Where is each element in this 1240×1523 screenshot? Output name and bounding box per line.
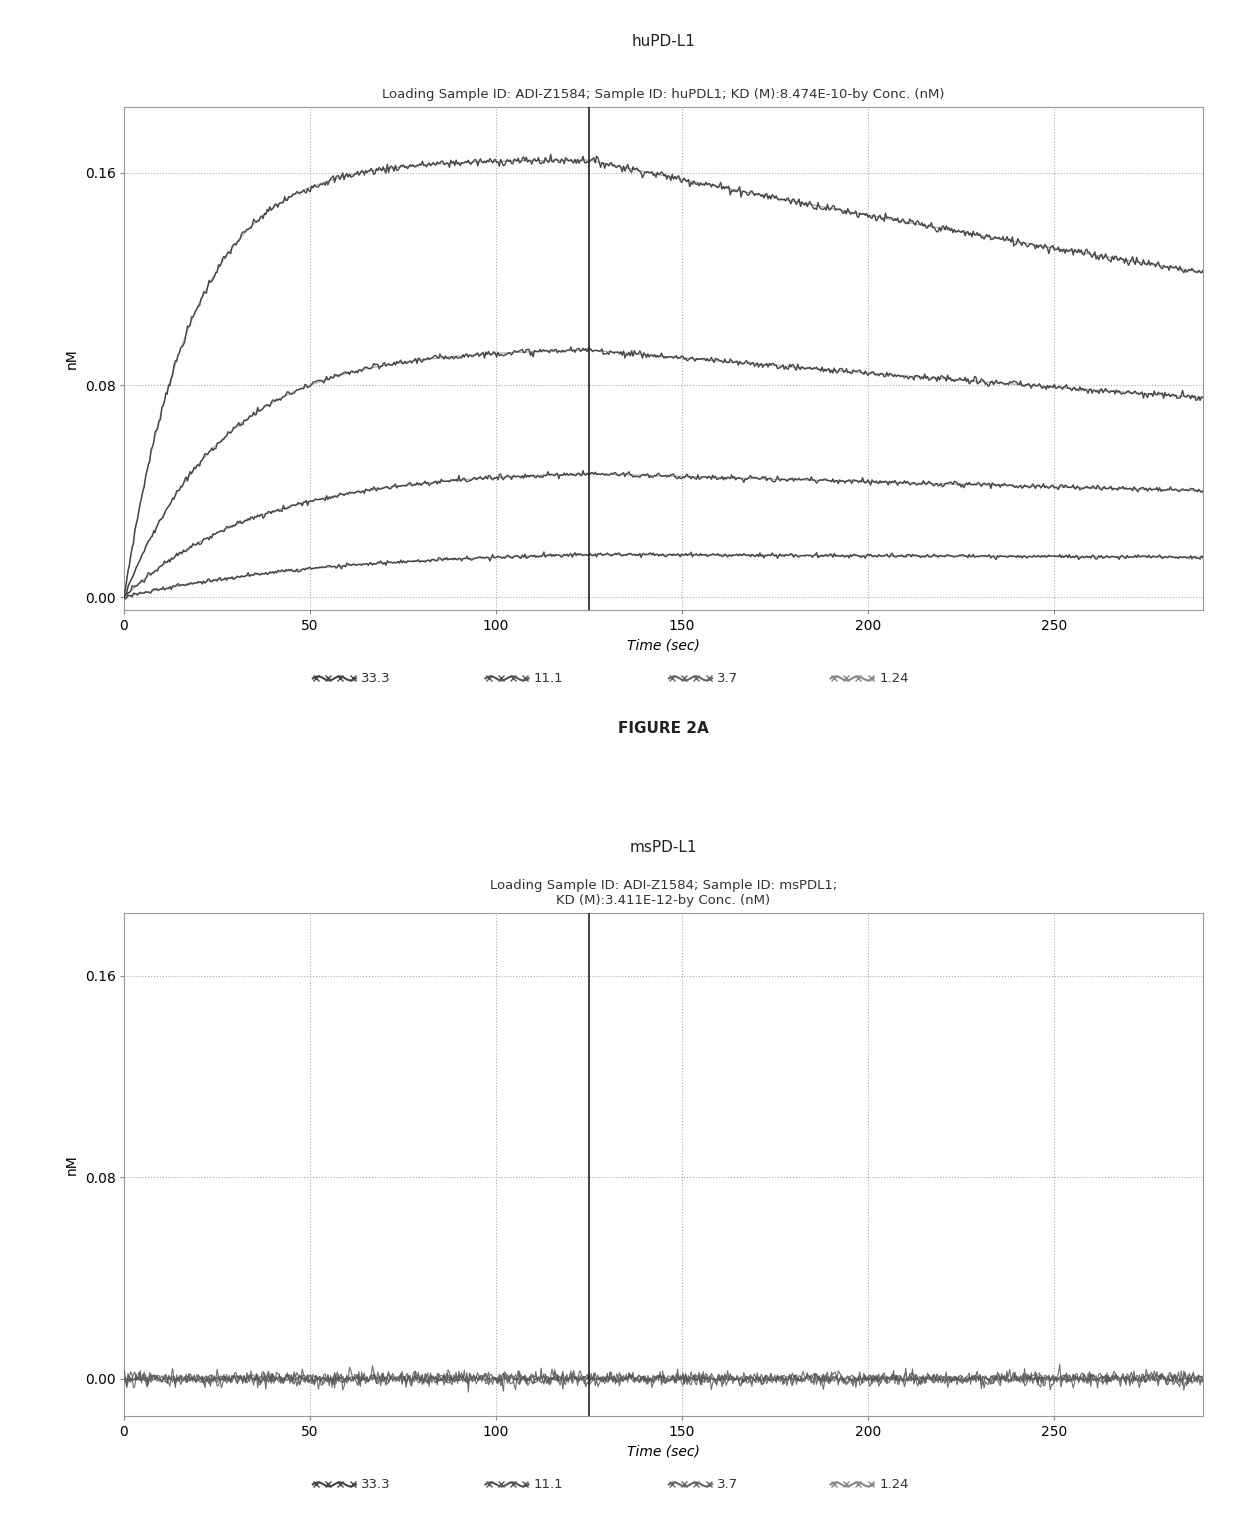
X-axis label: Time (sec): Time (sec) [627, 638, 699, 652]
Text: 11.1: 11.1 [534, 672, 563, 685]
Text: 1.24: 1.24 [879, 1477, 909, 1491]
Title: Loading Sample ID: ADI-Z1584; Sample ID: huPDL1; KD (M):8.474E-10-by Conc. (nM): Loading Sample ID: ADI-Z1584; Sample ID:… [382, 88, 945, 101]
Text: 11.1: 11.1 [534, 1477, 563, 1491]
Y-axis label: nM: nM [66, 349, 79, 369]
Text: 3.7: 3.7 [717, 672, 739, 685]
Text: msPD-L1: msPD-L1 [630, 839, 697, 854]
Y-axis label: nM: nM [66, 1154, 79, 1174]
Text: 33.3: 33.3 [361, 1477, 391, 1491]
Text: 3.7: 3.7 [717, 1477, 739, 1491]
Title: Loading Sample ID: ADI-Z1584; Sample ID: msPDL1;
KD (M):3.411E-12-by Conc. (nM): Loading Sample ID: ADI-Z1584; Sample ID:… [490, 879, 837, 908]
Text: 33.3: 33.3 [361, 672, 391, 685]
X-axis label: Time (sec): Time (sec) [627, 1444, 699, 1459]
Text: 1.24: 1.24 [879, 672, 909, 685]
Text: huPD-L1: huPD-L1 [631, 34, 696, 49]
Text: FIGURE 2A: FIGURE 2A [618, 722, 709, 736]
